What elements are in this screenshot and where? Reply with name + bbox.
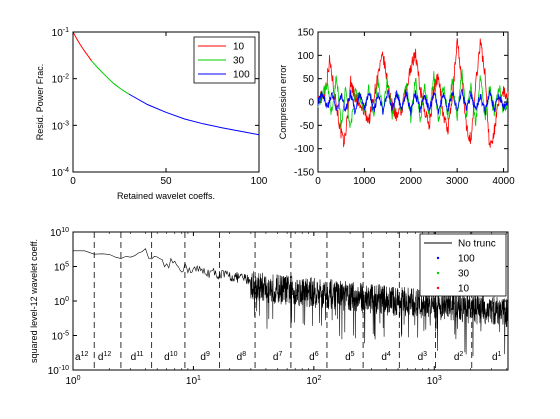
y-tick-label-1--1: 10-1 [52,27,69,39]
y-tick-label-3-5: 105 [54,262,69,274]
x-tick-label-1-100: 100 [251,176,268,187]
y-tick-label-1--2: 10-2 [52,74,69,86]
y-tick-label-1--3: 10-3 [52,120,69,132]
x-tick-label-2-3000: 3000 [446,176,469,187]
y-tick-label-3--10: 10-10 [48,365,69,377]
legend-label-3-No trunc: No trunc [458,239,496,250]
legend-label-1-10: 10 [233,42,245,53]
band-label-d8: d8 [237,351,247,363]
legend-1: 10 30 100 [193,36,256,84]
series-line-no-trunc [73,248,509,357]
ticks-1: 0 50 100 10-1 10-2 10-3 10-4 [52,27,268,187]
panel-residual-power: 0 50 100 10-1 10-2 10-3 10-4 Resid. Power Frac… [35,27,268,201]
band-label-d1: d1 [492,351,502,363]
legend-swatch-3-30 [436,271,440,275]
series-line-10 [72,31,93,62]
series-line-30 [91,60,130,95]
panel-compression-error: 0 1000 2000 3000 4000 150 100 50 0 -50 -100 -150 Co… [278,28,515,188]
x-tick-label-1-0: 0 [70,176,76,187]
legend-3: No trunc 100 30 10 [419,233,507,297]
x-tick-label-3-1: 101 [186,375,201,387]
y-tick-label-3--5: 10-5 [52,331,69,343]
band-label-d12: d12 [98,351,111,363]
y-axis-label-2: Compression error [278,65,288,140]
band-boundaries [93,232,473,370]
band-label-d10: d10 [164,351,177,363]
y-tick-label-2-0: 0 [308,98,314,109]
panel-wavelet-coeffs: a12 d12 d11 d10 d9 d8 d7 d6 d5 d4 d3 d2 d1 100 101 102… [29,227,509,387]
y-tick-label-2-150: 150 [297,28,314,39]
band-label-d2: d2 [454,351,464,363]
y-tick-label-2-50: 50 [303,74,315,85]
plot-area-2 [317,31,509,173]
band-label-d9: d9 [200,351,210,363]
series-group-1 [72,31,260,136]
band-label-d3: d3 [418,351,428,363]
band-label-d4: d4 [381,351,391,363]
band-label-d6: d6 [309,351,319,363]
x-tick-label-2-0: 0 [315,176,321,187]
y-tick-label-3-0: 100 [54,296,69,308]
y-tick-label-3-10: 1010 [50,227,69,239]
x-tick-label-3-3: 103 [427,375,442,387]
x-tick-label-2-4000: 4000 [492,176,515,187]
series-line-100 [317,88,509,116]
y-tick-label-2--150: -150 [294,168,314,179]
series-line-100 [128,93,260,136]
y-axis-label-3: squared level-12 wavelet coeff. [29,239,39,363]
legend-label-1-30: 30 [233,56,245,67]
x-tick-label-3-2: 102 [306,375,321,387]
x-tick-label-1-50: 50 [160,176,172,187]
legend-label-3-30: 30 [458,269,470,280]
legend-label-3-10: 10 [458,284,470,295]
ticks-2: 0 1000 2000 3000 4000 150 100 50 0 -50 -100 -150 [294,28,515,188]
y-tick-label-2-100: 100 [297,51,314,62]
series-group-3 [73,248,509,357]
band-label-d5: d5 [345,351,355,363]
y-axis-label-1: Resid. Power Frac. [35,64,45,141]
x-tick-label-2-1000: 1000 [353,176,376,187]
legend-label-1-100: 100 [233,70,250,81]
y-tick-label-2--100: -100 [294,144,314,155]
x-axis-label-1: Retained wavelet coeffs. [117,191,215,201]
band-label-d11: d11 [131,351,144,363]
legend-box-3 [419,233,507,297]
ticks-3: 100 101 102 103 1010 105 100 10-5 10-10 [48,227,508,387]
series-group-2 [317,37,509,148]
x-tick-label-2-2000: 2000 [400,176,423,187]
band-label-a12: a12 [75,351,88,363]
series-line-30 [317,69,509,129]
y-tick-label-1--4: 10-4 [52,167,69,179]
legend-swatch-3-10 [436,286,440,290]
legend-label-3-100: 100 [458,254,475,265]
series-line-10 [317,37,509,148]
band-label-d7: d7 [273,351,283,363]
legend-swatch-3-100 [436,256,440,260]
x-tick-label-3-0: 100 [65,375,80,387]
y-tick-label-2--50: -50 [300,121,315,132]
band-labels: a12 d12 d11 d10 d9 d8 d7 d6 d5 d4 d3 d2 d1 [75,351,502,363]
